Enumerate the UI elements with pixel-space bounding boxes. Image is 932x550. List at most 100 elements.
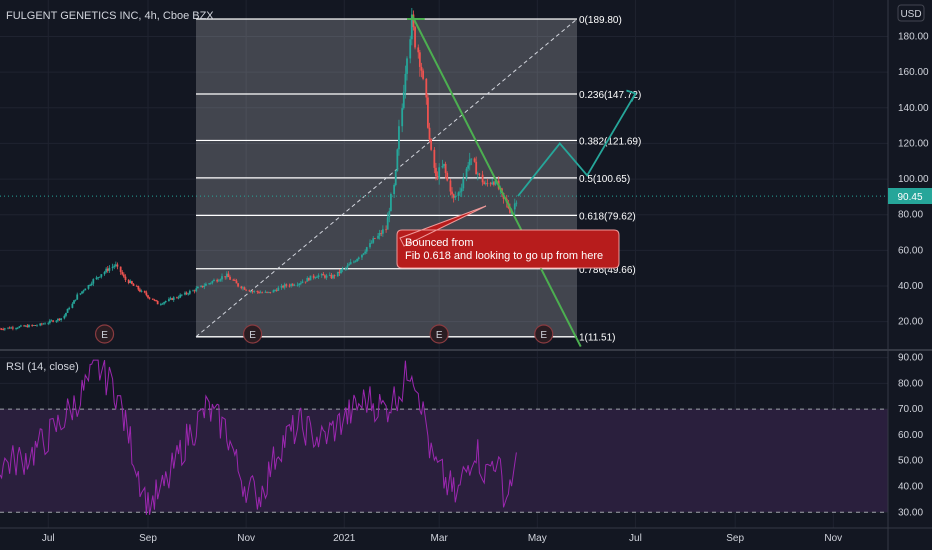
- candle-body: [2, 329, 5, 330]
- earnings-marker-label: E: [540, 330, 547, 341]
- candle-body: [203, 285, 206, 288]
- candle-body: [306, 277, 309, 282]
- candle-body: [119, 266, 122, 272]
- candle-body: [23, 325, 26, 327]
- candle-body: [82, 290, 85, 292]
- drawings: [0, 14, 888, 348]
- candle-body: [473, 158, 476, 162]
- candle-body: [211, 281, 214, 283]
- candle-body: [417, 47, 420, 53]
- candle-body: [404, 73, 407, 92]
- candle-body: [81, 291, 83, 294]
- candle-body: [50, 320, 53, 322]
- candle-body: [224, 276, 227, 278]
- candle-body: [390, 193, 392, 212]
- candle-body: [192, 290, 194, 292]
- candle-body: [333, 275, 336, 277]
- candle-body: [357, 257, 360, 259]
- candle-body: [28, 325, 30, 328]
- candle-body: [509, 208, 511, 213]
- candle-body: [386, 217, 389, 230]
- candle-body: [172, 297, 175, 300]
- candle-body: [465, 168, 468, 179]
- rsi-tick-label: 40.00: [898, 481, 923, 492]
- candle-body: [52, 320, 54, 322]
- currency-button-label: USD: [900, 9, 921, 20]
- candle-body: [10, 327, 13, 329]
- earnings-marker[interactable]: [534, 324, 554, 344]
- candle-body: [89, 284, 91, 286]
- candle-body: [227, 273, 230, 278]
- price-tick-label: 120.00: [898, 138, 929, 149]
- candle-body: [100, 274, 103, 277]
- candle-body: [76, 294, 79, 300]
- candle-body: [438, 167, 441, 179]
- candle-body: [325, 275, 328, 278]
- rsi-tick-label: 30.00: [898, 507, 923, 518]
- candle-body: [159, 304, 162, 305]
- candle-body: [105, 268, 108, 272]
- candle-body: [151, 298, 154, 300]
- candle-body: [427, 97, 429, 128]
- candle-body: [484, 183, 487, 185]
- candle-body: [370, 242, 373, 244]
- candle-body: [164, 300, 167, 303]
- candle-body: [179, 294, 182, 298]
- candle-body: [32, 325, 35, 327]
- candle-body: [39, 323, 42, 326]
- candle-body: [317, 275, 320, 278]
- candle-body: [177, 297, 180, 299]
- candle-body: [58, 318, 61, 320]
- earnings-marker[interactable]: [429, 324, 449, 344]
- annotation-callout[interactable]: Bounced from Fib 0.618 and looking to go…: [396, 205, 620, 269]
- earnings-marker[interactable]: [94, 324, 115, 344]
- candle-body: [256, 291, 259, 292]
- candle-body: [492, 182, 495, 185]
- candle-body: [221, 276, 223, 280]
- candle-body: [272, 290, 275, 293]
- time-tick-label: Nov: [237, 533, 255, 544]
- candle-body: [153, 299, 156, 301]
- earnings-marker-label: E: [436, 330, 443, 341]
- rsi-tick-label: 50.00: [898, 456, 923, 467]
- candle-body: [184, 292, 186, 295]
- candle-body: [462, 178, 465, 189]
- candle-body: [147, 295, 149, 298]
- candle-body: [90, 283, 93, 285]
- candle-body: [237, 283, 239, 287]
- candle-body: [36, 325, 38, 327]
- candle-body: [193, 290, 196, 292]
- candle-body: [201, 285, 204, 288]
- time-tick-label: Nov: [824, 533, 842, 544]
- candle-body: [340, 269, 342, 274]
- candle-body: [26, 325, 29, 328]
- candle-body: [513, 203, 516, 210]
- candle-body: [155, 300, 157, 302]
- fib-level-label: 0.786(49.66): [579, 265, 636, 276]
- currency-button[interactable]: [897, 4, 925, 22]
- candle-body: [95, 277, 98, 280]
- candle-body: [409, 39, 412, 59]
- candle-body: [341, 268, 344, 270]
- candle-body: [314, 277, 317, 279]
- candle-body: [44, 323, 46, 325]
- candle-body: [87, 285, 90, 289]
- candle-body: [380, 232, 383, 234]
- candle-body: [330, 274, 333, 279]
- earnings-marker[interactable]: [242, 324, 263, 344]
- candle-body: [219, 279, 222, 281]
- candle-body: [320, 274, 323, 276]
- candle-body: [171, 298, 174, 300]
- candle-body: [324, 275, 326, 278]
- candle-body: [412, 14, 415, 28]
- candle-body: [377, 235, 379, 239]
- candle-body: [127, 279, 130, 284]
- candle-body: [457, 192, 460, 197]
- candle-body: [8, 327, 11, 329]
- candle-body: [388, 211, 391, 218]
- candle-body: [47, 322, 50, 324]
- candle-body: [396, 149, 399, 171]
